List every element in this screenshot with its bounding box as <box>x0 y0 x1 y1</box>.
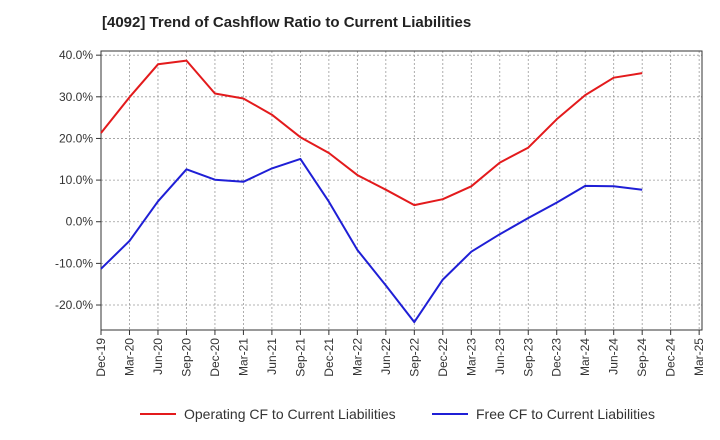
y-tick-label: 10.0% <box>59 173 93 187</box>
series-line-1 <box>100 59 643 207</box>
y-tick-label: -10.0% <box>55 256 93 270</box>
x-tick-label: Jun-20 <box>151 338 165 375</box>
x-tick-label: Mar-20 <box>122 338 136 376</box>
x-tick-label: Mar-23 <box>464 338 478 376</box>
x-tick-label: Sep-20 <box>179 338 193 377</box>
plot-frame <box>100 50 703 331</box>
y-tick-label: 40.0% <box>59 48 93 62</box>
x-tick-label: Jun-21 <box>265 338 279 375</box>
y-tick-label: 0.0% <box>66 215 94 229</box>
x-tick-label: Mar-22 <box>350 338 364 376</box>
x-tick-label: Sep-24 <box>635 338 649 377</box>
y-tick-label: 30.0% <box>59 90 93 104</box>
y-tick-label: 20.0% <box>59 131 93 145</box>
x-tick-label: Mar-21 <box>236 338 250 376</box>
x-tick-label: Dec-19 <box>94 338 108 377</box>
series-line-2 <box>100 157 643 324</box>
x-tick-label: Dec-23 <box>550 338 564 377</box>
x-tick-label: Mar-25 <box>692 338 706 376</box>
x-tick-label: Dec-21 <box>322 338 336 377</box>
y-tick-label: -20.0% <box>55 298 93 312</box>
x-tick-label: Mar-24 <box>578 338 592 376</box>
x-tick-label: Dec-22 <box>436 338 450 377</box>
x-tick-label: Dec-24 <box>664 338 678 377</box>
x-tick-label: Jun-23 <box>493 338 507 375</box>
plot-area <box>101 51 702 330</box>
chart-title: [4092] Trend of Cashflow Ratio to Curren… <box>102 14 472 31</box>
x-tick-label: Sep-21 <box>293 338 307 377</box>
x-tick-label: Sep-23 <box>521 338 535 377</box>
legend-label-1: Operating CF to Current Liabilities <box>184 406 396 422</box>
x-tick-label: Sep-22 <box>407 338 421 377</box>
legend-label-2: Free CF to Current Liabilities <box>476 406 655 422</box>
x-tick-label: Dec-20 <box>208 338 222 377</box>
x-tick-label: Jun-22 <box>379 338 393 375</box>
x-tick-label: Jun-24 <box>607 338 621 375</box>
